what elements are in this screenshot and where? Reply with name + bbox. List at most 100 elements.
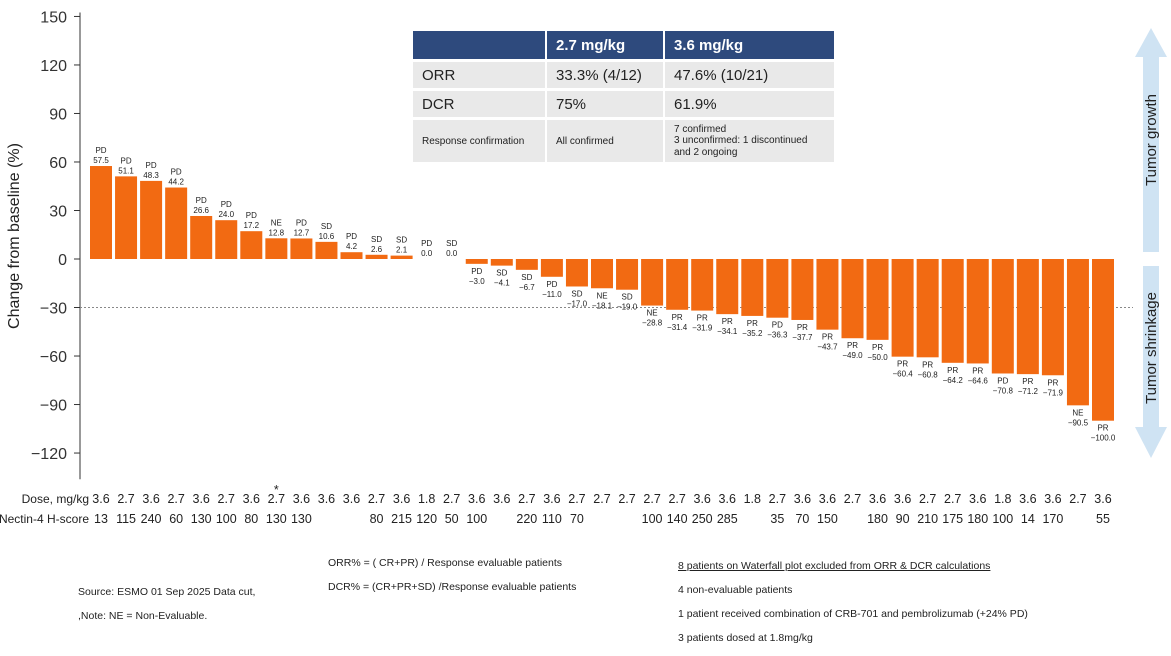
hscore-value: 55 <box>1096 512 1110 526</box>
dose-value: 2.7 <box>117 492 134 506</box>
bar-value-label: −49.0 <box>842 351 863 360</box>
bar <box>115 176 138 259</box>
hscore-value: 60 <box>169 512 183 526</box>
dose-value: 3.6 <box>393 492 410 506</box>
bar-value-label: −19.0 <box>617 303 638 312</box>
bar-status-label: PR <box>797 323 808 332</box>
hscore-value: 240 <box>141 512 162 526</box>
bar-status-label: PR <box>872 343 883 352</box>
y-tick-label: −90 <box>40 398 67 415</box>
bar-status-label: PD <box>346 232 357 241</box>
bar-status-label: SD <box>521 273 532 282</box>
bar-value-label: −3.0 <box>469 277 485 286</box>
bar-value-label: −11.0 <box>542 290 562 299</box>
table-header-row: 2.7 mg/kg 3.6 mg/kg <box>413 31 836 61</box>
bar-status-label: PR <box>822 333 833 342</box>
bar-status-label: PR <box>897 360 908 369</box>
bar-status-label: PD <box>997 376 1008 385</box>
hscore-value: 285 <box>717 512 738 526</box>
dose-value: 3.6 <box>869 492 886 506</box>
bar-value-label: 0.0 <box>421 249 433 258</box>
bar-status-label: SD <box>321 222 332 231</box>
y-tick-label: 90 <box>49 106 67 123</box>
dose-value: 3.6 <box>243 492 260 506</box>
bar-value-label: −31.4 <box>667 323 688 332</box>
bar-value-label: −100.0 <box>1091 434 1116 443</box>
dose-row-label: Dose, mg/kg <box>22 492 89 506</box>
bar <box>90 166 112 259</box>
dose-value: 3.6 <box>794 492 811 506</box>
dose-value: 2.7 <box>518 492 535 506</box>
bar-value-label: 44.2 <box>168 178 184 187</box>
bar-status-label: PD <box>421 239 432 248</box>
excluded-notes: 8 patients on Waterfall plot excluded fr… <box>678 548 1028 656</box>
bar <box>190 215 213 259</box>
hscore-value: 140 <box>667 512 688 526</box>
table-cell: 75% <box>546 88 665 119</box>
table-header-empty <box>413 31 547 61</box>
bar <box>666 259 689 310</box>
bar <box>916 259 939 358</box>
dose-value: 3.6 <box>1019 492 1036 506</box>
tumor-arrows: Tumor growth Tumor shrinkage <box>1135 28 1167 458</box>
bar-value-label: 48.3 <box>143 171 159 180</box>
dose-value: 2.7 <box>1069 492 1086 506</box>
bar <box>240 231 263 259</box>
y-tick-label: 0 <box>58 252 67 269</box>
note-line: ,Note: NE = Non-Evaluable. <box>78 610 208 622</box>
bar <box>591 259 613 289</box>
hscore-value: 110 <box>542 512 562 526</box>
bar-value-label: 57.5 <box>93 156 109 165</box>
waterfall-chart: Tumor growth Tumor shrinkage 150 120 90 60 30… <box>0 9 1167 526</box>
hscore-value: 215 <box>391 512 412 526</box>
table-header-dose-27: 2.7 mg/kg <box>546 31 665 61</box>
hscore-value: 13 <box>94 512 108 526</box>
bar <box>616 259 639 290</box>
table-row-dcr: DCR 75% 61.9% <box>413 88 836 119</box>
bar-value-label: −34.1 <box>717 327 738 336</box>
bar-value-label: 12.8 <box>269 228 285 237</box>
dose-value: 3.6 <box>1094 492 1111 506</box>
hscore-value: 130 <box>191 512 212 526</box>
bar-value-label: 17.2 <box>244 221 260 230</box>
bar-value-label: 2.1 <box>396 246 408 255</box>
dose-value: 2.7 <box>919 492 936 506</box>
bar <box>766 259 789 318</box>
table-cell: 7 confirmed 3 unconfirmed: 1 discontinue… <box>664 117 836 162</box>
bar-value-label: −4.1 <box>494 279 510 288</box>
bar <box>741 259 764 316</box>
dose-value: 3.6 <box>468 492 485 506</box>
bar <box>565 259 588 287</box>
hscore-value: 100 <box>216 512 237 526</box>
bar <box>866 259 889 340</box>
bar <box>365 254 388 259</box>
bar <box>390 255 413 259</box>
bar <box>1066 259 1089 406</box>
y-tick-label: −120 <box>31 446 67 463</box>
bar-value-label: −17.0 <box>567 299 588 308</box>
dose-value: 3.6 <box>543 492 560 506</box>
bar-status-label: PD <box>772 321 783 330</box>
bar-value-label: −43.7 <box>817 343 838 352</box>
hscore-value: 210 <box>917 512 938 526</box>
bar-status-label: PD <box>146 161 157 170</box>
dose-value: 3.6 <box>493 492 510 506</box>
dose-value: 3.6 <box>142 492 159 506</box>
hscore-value: 70 <box>795 512 809 526</box>
hscore-value: 100 <box>466 512 487 526</box>
dose-value: 3.6 <box>719 492 736 506</box>
bar-value-label: 2.6 <box>371 245 383 254</box>
bar <box>791 259 814 320</box>
dose-value: 2.7 <box>218 492 235 506</box>
bar-value-label: −70.8 <box>993 386 1014 395</box>
bar-status-label: PR <box>672 313 683 322</box>
bar <box>1092 259 1114 421</box>
bar-status-label: PR <box>922 360 933 369</box>
dose-value: 3.6 <box>819 492 836 506</box>
hscore-value: 80 <box>244 512 258 526</box>
bar-status-label: SD <box>396 236 407 245</box>
bar-value-label: −64.6 <box>968 376 989 385</box>
hscore-value: 180 <box>967 512 988 526</box>
bar-status-label: PR <box>972 366 983 375</box>
